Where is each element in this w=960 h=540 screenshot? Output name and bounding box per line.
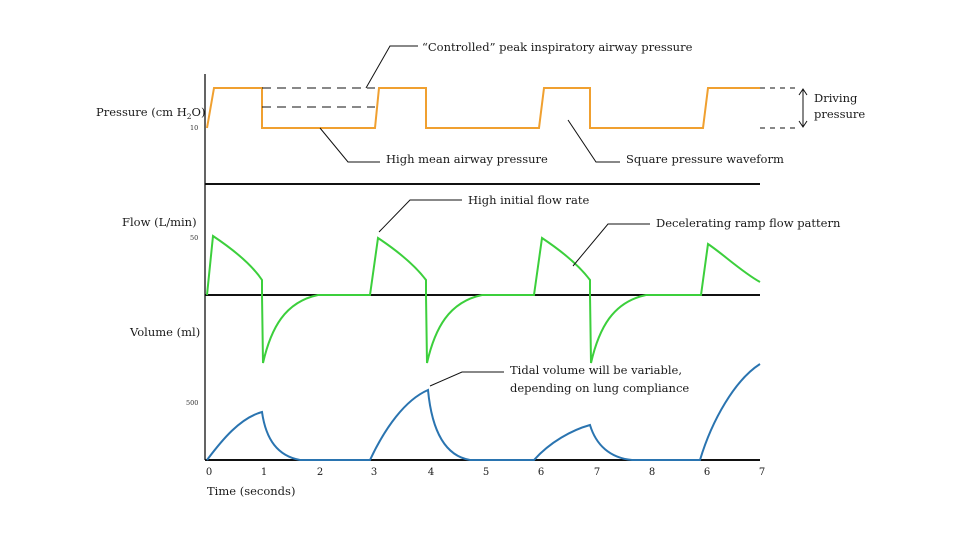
time-tick: 1 (261, 467, 267, 478)
time-axis-ticks: 0 1 2 3 4 5 6 7 8 6 7 (206, 467, 765, 478)
time-tick: 4 (428, 467, 434, 478)
time-tick: 2 (317, 467, 323, 478)
time-tick: 3 (371, 467, 377, 478)
driving-pressure-arrow (798, 88, 808, 128)
high-mean-leader (319, 127, 380, 163)
high-initial-flow-leader (378, 199, 462, 233)
high-mean-label: High mean airway pressure (386, 152, 548, 166)
flow-axis-label: Flow (L/min) (122, 215, 197, 229)
time-tick: 8 (649, 467, 655, 478)
time-tick: 0 (206, 467, 212, 478)
time-tick: 6 (704, 467, 710, 478)
decelerating-ramp-leader (572, 223, 650, 267)
time-tick: 6 (538, 467, 544, 478)
tidal-volume-label: Tidal volume will be variable, (510, 363, 682, 377)
driving-pressure-label: Driving (814, 91, 858, 105)
flow-tick-label: 50 (190, 234, 198, 242)
pressure-waveform (206, 87, 760, 129)
square-wave-leader (567, 119, 620, 163)
volume-axis-label: Volume (ml) (129, 325, 200, 339)
pressure-tick-label: 10 (190, 124, 198, 132)
pressure-axis-label: Pressure (cm H2O) (96, 105, 205, 121)
flow-waveform (206, 234, 761, 364)
time-tick: 7 (594, 467, 600, 478)
high-initial-flow-label: High initial flow rate (468, 193, 589, 207)
volume-tick-label: 500 (186, 399, 198, 407)
time-tick: 7 (759, 467, 765, 478)
volume-waveform (206, 363, 761, 461)
square-wave-label: Square pressure waveform (626, 152, 784, 166)
time-tick: 5 (483, 467, 489, 478)
controlled-peak-leader (365, 45, 418, 89)
driving-pressure-label-line2: pressure (814, 107, 865, 121)
time-axis-title: Time (seconds) (207, 484, 295, 498)
controlled-peak-label: “Controlled” peak inspiratory airway pre… (422, 40, 693, 54)
tidal-volume-leader (429, 371, 504, 387)
tidal-volume-label-line2: depending on lung compliance (510, 381, 689, 395)
decelerating-ramp-label: Decelerating ramp flow pattern (656, 216, 841, 230)
